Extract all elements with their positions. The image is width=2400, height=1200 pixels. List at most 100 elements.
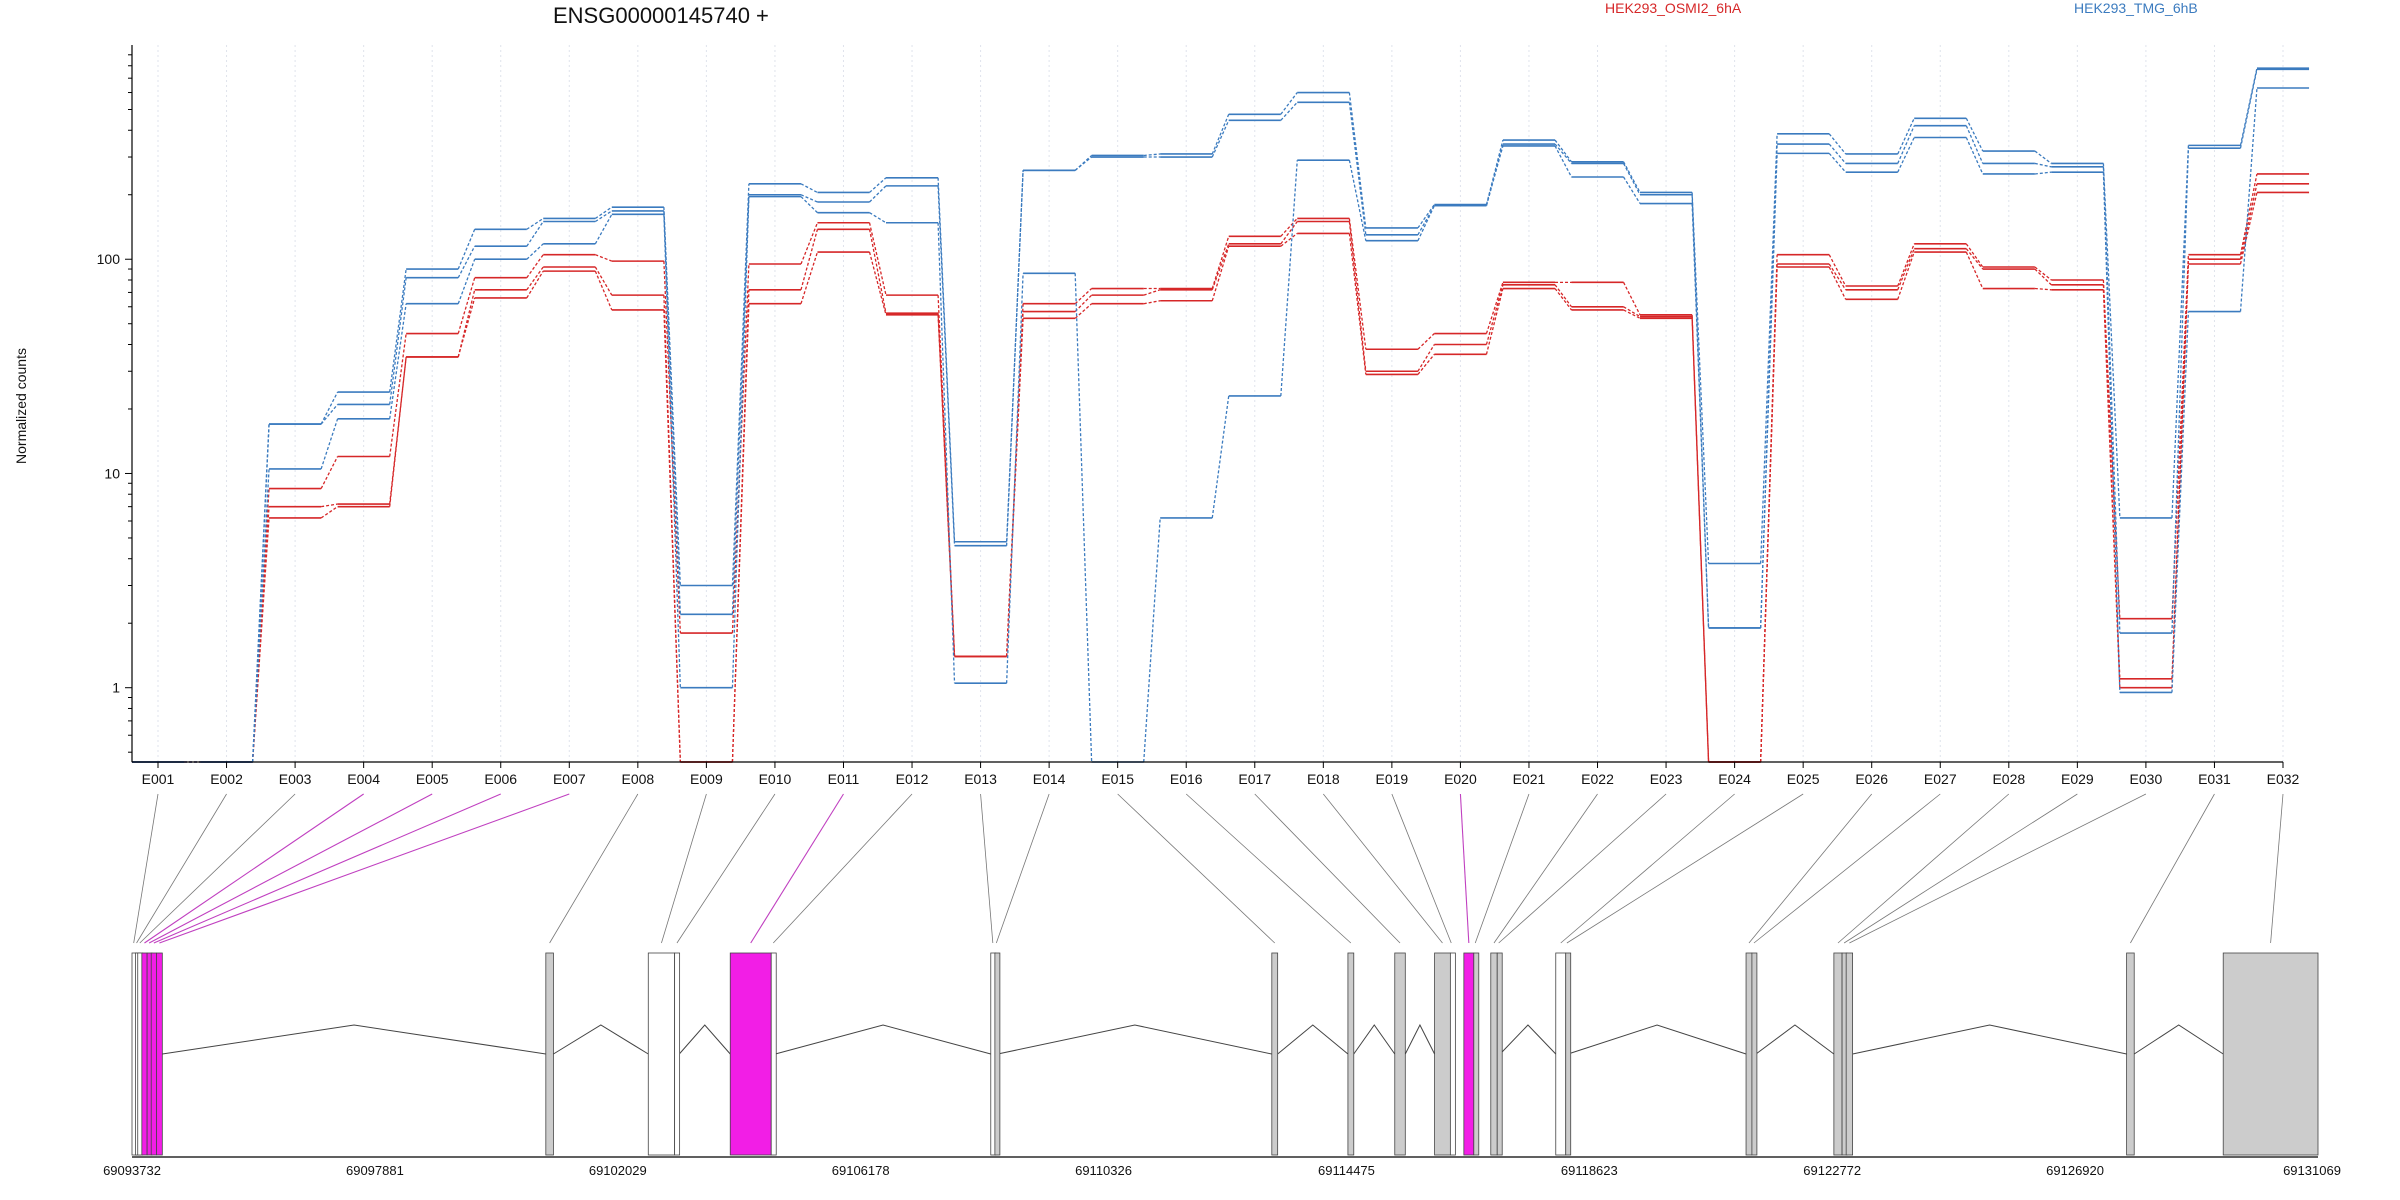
- intron-line: [1277, 1024, 1349, 1055]
- x-tick-label-e008: E008: [621, 771, 654, 787]
- series-6-connector: [1897, 137, 1915, 173]
- x-tick-label-e031: E031: [2198, 771, 2231, 787]
- series-6-connector: [1691, 203, 1710, 629]
- x-tick-label-e015: E015: [1101, 771, 1134, 787]
- x-tick-label-e017: E017: [1238, 771, 1271, 787]
- series-6-connector: [1828, 152, 1847, 173]
- connector-e016: [1185, 793, 1352, 944]
- connector-e009: [661, 793, 707, 944]
- intron-line: [1567, 1024, 1747, 1055]
- series-3-connector: [1005, 318, 1024, 657]
- series-line-2: [131, 182, 2310, 763]
- series-6-connector: [869, 212, 887, 224]
- coordinate-label: 69102029: [589, 1163, 647, 1178]
- series-3-connector: [1897, 251, 1915, 300]
- coordinate-label: 69093732: [103, 1163, 161, 1178]
- series-4-connector: [1622, 161, 1641, 193]
- series-5-connector: [1280, 101, 1298, 121]
- series-line-6: [131, 87, 2310, 763]
- x-tick-label-e022: E022: [1581, 771, 1614, 787]
- series-2-connector: [868, 229, 887, 314]
- x-tick-label-e029: E029: [2061, 771, 2094, 787]
- series-line-1: [131, 173, 2310, 763]
- exon-box-e014: [994, 952, 1001, 1156]
- coordinate-label: 69110326: [1075, 1163, 1132, 1178]
- series-4-connector: [2034, 150, 2052, 164]
- connector-e027: [1753, 793, 1941, 944]
- exon-box-e023: [1496, 952, 1503, 1156]
- series-5-connector: [2171, 148, 2190, 634]
- x-tick-label-e011: E011: [828, 771, 860, 787]
- series-4-connector: [2171, 145, 2190, 518]
- series-4-connector: [457, 229, 476, 270]
- series-6-connector: [663, 214, 681, 688]
- series-4-connector: [663, 207, 681, 586]
- series-4-connector: [1897, 117, 1915, 155]
- connector-e014: [995, 793, 1050, 944]
- series-2-connector: [1897, 248, 1915, 291]
- series-4-connector: [1691, 192, 1710, 564]
- series-line-4: [131, 67, 2310, 763]
- exon-box-e006: [150, 952, 157, 1156]
- y-axis-label: Normalized counts: [13, 348, 29, 464]
- series-1-connector: [1074, 288, 1093, 305]
- series-3-connector: [320, 506, 338, 519]
- exon-box-e030: [1845, 952, 1854, 1156]
- series-2-connector: [1417, 344, 1435, 372]
- connector-e022: [1493, 793, 1598, 944]
- x-tick-label-e024: E024: [1718, 771, 1751, 787]
- intron-line: [997, 1024, 1272, 1055]
- x-tick-label-e004: E004: [347, 771, 380, 787]
- exon-box-e032: [2222, 952, 2319, 1156]
- gene-model: 69093732 69097881 69102029 69106178 69110326…: [103, 952, 2341, 1178]
- series-5-connector: [389, 277, 407, 405]
- series-5-connector: [1005, 170, 1024, 546]
- x-tick-label-e002: E002: [210, 771, 243, 787]
- series-3-connector: [1965, 251, 1984, 289]
- exon-box-e025: [1565, 952, 1572, 1156]
- series-5-connector: [869, 185, 887, 203]
- exon-box-e009: [647, 952, 676, 1156]
- series-2-connector: [321, 503, 338, 508]
- y-tick-label: 10: [104, 465, 120, 481]
- x-tick-label-e005: E005: [416, 771, 449, 787]
- connector-e031: [2130, 793, 2215, 944]
- connector-e017: [1254, 793, 1401, 944]
- series-4-connector: [731, 183, 750, 586]
- series-3-connector: [1348, 233, 1367, 375]
- series-1-connector: [2239, 173, 2258, 255]
- series-1-connector: [800, 222, 819, 265]
- x-tick-label-e013: E013: [964, 771, 997, 787]
- x-tick-label-e023: E023: [1650, 771, 1683, 787]
- connector-e020: [1459, 793, 1470, 944]
- connector-e002: [136, 793, 227, 944]
- y-tick-label: 1: [112, 680, 120, 696]
- series-6-connector: [320, 418, 339, 470]
- series-4-connector: [1554, 139, 1572, 163]
- connector-e005: [148, 793, 433, 944]
- series-2-connector: [1554, 284, 1572, 308]
- intron-line: [2133, 1024, 2224, 1055]
- series-4-connector: [2239, 67, 2258, 146]
- series-1-connector: [1897, 243, 1915, 287]
- connector-e018: [1323, 793, 1443, 944]
- series-5-connector: [320, 404, 339, 425]
- x-tick-label-e010: E010: [759, 771, 792, 787]
- series-2-connector: [800, 229, 819, 290]
- exon-box-e031: [2126, 952, 2135, 1156]
- intron-line: [162, 1024, 546, 1055]
- series-2-connector: [594, 266, 613, 296]
- series-5-connector: [457, 245, 476, 279]
- connector-e011: [750, 793, 844, 944]
- series-1-connector: [595, 254, 613, 262]
- series-5-connector: [1828, 143, 1847, 164]
- series-1-connector: [1828, 254, 1847, 287]
- connector-e032: [2270, 793, 2284, 944]
- series-2-connector: [526, 266, 544, 291]
- series-4-connector: [1828, 133, 1847, 155]
- y-tick-label: 100: [97, 251, 121, 267]
- series-3-connector: [457, 297, 476, 358]
- series-5-connector: [937, 185, 956, 546]
- exon-box-e017: [1394, 952, 1406, 1156]
